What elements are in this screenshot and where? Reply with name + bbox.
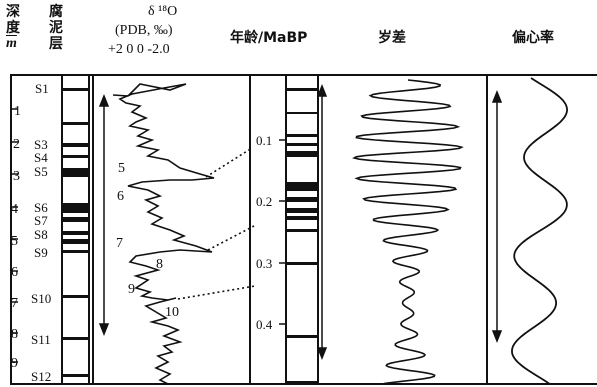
age-band-11 bbox=[286, 262, 318, 265]
depth-tick-label-6: 6 bbox=[11, 265, 18, 280]
sapropel-label-1: S1 bbox=[35, 81, 49, 96]
sapropel-labels: S1 S3 S4 S5 S6 S7 S8 S9 S10 S11 S12 bbox=[31, 81, 51, 384]
precession-curve bbox=[352, 79, 464, 385]
range-arrow-eccentricity-head-top bbox=[491, 89, 503, 103]
delta-tick-2: 0 bbox=[126, 42, 134, 57]
age-tick-label-4: 0.4 bbox=[256, 317, 273, 332]
age-band-5 bbox=[286, 151, 318, 157]
sapropel-header-line2: 泥 bbox=[49, 20, 63, 36]
sapropel-band-s10 bbox=[62, 295, 89, 298]
depth-tick-label-2: 2 bbox=[13, 137, 20, 152]
depth-tick-label-5: 5 bbox=[11, 234, 18, 249]
eccentricity-curve bbox=[511, 77, 569, 385]
age-band-3 bbox=[286, 134, 318, 137]
stage-label-10: 10 bbox=[165, 305, 179, 320]
sapropel-header: 腐 泥 层 bbox=[49, 4, 63, 52]
depth-tick-label-4: 4 bbox=[11, 202, 18, 217]
range-arrows bbox=[98, 83, 503, 361]
age-band-10 bbox=[286, 229, 318, 232]
delta-tick-4: -2.0 bbox=[147, 42, 170, 57]
depth-tick-label-3: 3 bbox=[13, 169, 20, 184]
stage-label-8: 8 bbox=[156, 257, 163, 272]
age-band-8 bbox=[286, 208, 318, 213]
sapropel-label-9: S10 bbox=[31, 291, 51, 306]
depth-header-line1: 深 bbox=[6, 4, 20, 20]
sapropel-column bbox=[61, 74, 90, 385]
correlation-line-5 bbox=[205, 147, 253, 178]
sapropel-column-outline bbox=[61, 74, 90, 385]
delta-tick-row: +2 0 0 -2.0 bbox=[108, 42, 170, 58]
delta-title: δ ¹⁸O bbox=[148, 4, 178, 19]
delta-tick-3: 0 bbox=[136, 42, 144, 57]
sapropel-label-8: S9 bbox=[34, 245, 48, 260]
age-tick-marks bbox=[279, 139, 286, 325]
sapropel-label-7: S8 bbox=[34, 227, 48, 242]
sapropel-label-2: S3 bbox=[34, 137, 48, 152]
correlation-line-7 bbox=[207, 225, 255, 251]
sapropel-label-5: S6 bbox=[34, 200, 48, 215]
sapropel-band-s3 bbox=[62, 143, 89, 147]
age-tick-label-3: 0.3 bbox=[256, 256, 272, 271]
depth-header: 深 度 m bbox=[6, 4, 20, 52]
age-band-1 bbox=[286, 88, 318, 91]
stage-label-9: 9 bbox=[128, 282, 135, 297]
range-arrow-precession-head-top bbox=[316, 83, 328, 97]
depth-tick-labels: 1 2 3 4 5 6 7 8 9 bbox=[11, 104, 21, 371]
sapropel-label-4: S5 bbox=[34, 164, 48, 179]
age-band-7 bbox=[286, 197, 318, 202]
sapropel-band-s8b bbox=[62, 239, 89, 244]
age-band-13 bbox=[286, 381, 318, 384]
depth-tick-label-1: 1 bbox=[14, 104, 21, 119]
depth-tick-marks bbox=[11, 108, 18, 363]
sapropel-header-line3: 层 bbox=[49, 36, 63, 52]
delta-unit: (PDB, ‰) bbox=[115, 23, 173, 38]
stage-label-7: 7 bbox=[116, 236, 123, 251]
sapropel-band-s9 bbox=[62, 250, 89, 253]
age-band-9 bbox=[286, 216, 318, 220]
depth-tick-label-9: 9 bbox=[11, 356, 18, 371]
range-arrow-precession-head-bottom bbox=[316, 347, 328, 361]
eccentricity-header: 偏心率 bbox=[512, 30, 554, 46]
sapropel-label-3: S4 bbox=[34, 150, 48, 165]
range-arrow-delta-head-top bbox=[98, 93, 110, 107]
sapropel-header-line1: 腐 bbox=[49, 4, 63, 20]
age-tick-labels: 0.1 0.2 0.3 0.4 bbox=[256, 133, 273, 332]
correlation-lines bbox=[177, 147, 256, 300]
range-arrow-eccentricity-head-bottom bbox=[491, 330, 503, 344]
sapropel-label-11: S12 bbox=[31, 369, 51, 384]
sapropel-band-s4 bbox=[62, 155, 89, 158]
sapropel-band-s11 bbox=[62, 337, 89, 340]
range-arrow-delta-head-bottom bbox=[98, 323, 110, 337]
sapropel-band-s5 bbox=[62, 168, 89, 177]
age-tick-label-2: 0.2 bbox=[256, 194, 272, 209]
sapropel-band-s7 bbox=[62, 217, 89, 222]
sapropel-bands bbox=[62, 88, 89, 377]
stage-label-6: 6 bbox=[117, 189, 124, 204]
correlation-line-9 bbox=[177, 285, 256, 300]
age-band-4 bbox=[286, 143, 318, 146]
sapropel-band-s6 bbox=[62, 203, 89, 213]
sapropel-band-s12 bbox=[62, 374, 89, 377]
sapropel-band-s1 bbox=[62, 88, 89, 91]
stage-labels: 5 6 7 8 9 10 bbox=[116, 161, 179, 320]
depth-tick-label-8: 8 bbox=[11, 327, 18, 342]
age-band-6 bbox=[286, 182, 318, 191]
depth-tick-label-7: 7 bbox=[11, 296, 18, 311]
age-band-2 bbox=[286, 112, 318, 114]
age-band-12 bbox=[286, 335, 318, 338]
delta-tick-1: +2 bbox=[108, 42, 123, 57]
depth-header-unit: m bbox=[6, 36, 17, 51]
delta18o-curve bbox=[112, 83, 215, 385]
age-column-bands bbox=[286, 88, 318, 384]
age-header: 年龄/MaBP bbox=[230, 30, 308, 46]
sapropel-band-s8 bbox=[62, 231, 89, 235]
precession-header: 岁差 bbox=[378, 30, 406, 46]
stage-label-5: 5 bbox=[118, 161, 125, 176]
sapropel-band-a bbox=[62, 122, 89, 125]
age-tick-label-1: 0.1 bbox=[256, 133, 272, 148]
sapropel-label-10: S11 bbox=[31, 332, 51, 347]
sapropel-label-6: S7 bbox=[34, 213, 48, 228]
depth-header-line2: 度 bbox=[6, 20, 20, 36]
